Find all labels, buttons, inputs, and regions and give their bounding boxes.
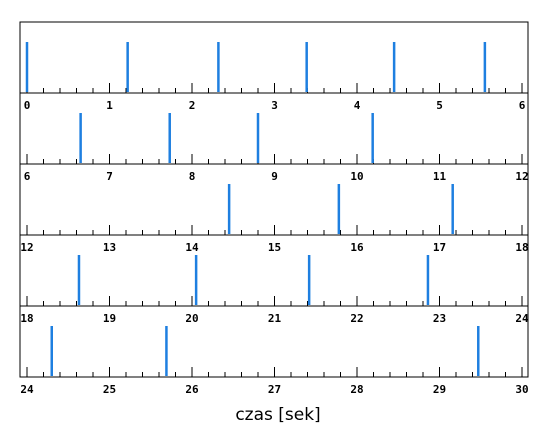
tick-label: 29	[433, 383, 446, 396]
panel-5: 24 25 26 27 28 29 30	[19, 305, 529, 396]
tick-label: 2	[189, 99, 196, 112]
tick-label: 21	[268, 312, 282, 325]
tick-label: 5	[436, 99, 443, 112]
tick-label: 27	[268, 383, 281, 396]
tick-label: 17	[433, 241, 446, 254]
tick-label: 9	[271, 170, 278, 183]
x-axis-title: czas [sek]	[235, 405, 320, 425]
tick-label: 6	[519, 99, 526, 112]
tick-label: 18	[20, 312, 33, 325]
tick-label: 7	[106, 170, 113, 183]
tick-label: 1	[106, 99, 113, 112]
tick-label: 24	[20, 383, 34, 396]
tick-label: 22	[350, 312, 363, 325]
tick-label: 8	[189, 170, 196, 183]
tick-label: 16	[350, 241, 364, 254]
tick-label: 25	[103, 383, 116, 396]
tick-label: 26	[185, 383, 199, 396]
tick-label: 19	[103, 312, 116, 325]
panel-1: 0 1 2 3 4 5 6	[19, 21, 529, 112]
tick-label: 30	[515, 383, 528, 396]
tick-label: 18	[515, 241, 528, 254]
tick-label: 12	[515, 170, 528, 183]
tick-label: 13	[103, 241, 116, 254]
tick-label: 15	[268, 241, 281, 254]
tick-label: 14	[185, 241, 199, 254]
tick-label: 0	[24, 99, 31, 112]
tick-label: 11	[433, 170, 447, 183]
tick-label: 12	[20, 241, 33, 254]
panel-4: 18 19 20 21 22 23 24	[19, 234, 529, 325]
panel-frame	[19, 21, 529, 94]
tick-label: 10	[350, 170, 363, 183]
tick-label: 4	[354, 99, 361, 112]
tick-label: 24	[515, 312, 529, 325]
tick-label: 6	[24, 170, 31, 183]
tick-label: 3	[271, 99, 278, 112]
tick-label: 23	[433, 312, 446, 325]
tick-label: 20	[185, 312, 198, 325]
tick-label: 28	[350, 383, 363, 396]
